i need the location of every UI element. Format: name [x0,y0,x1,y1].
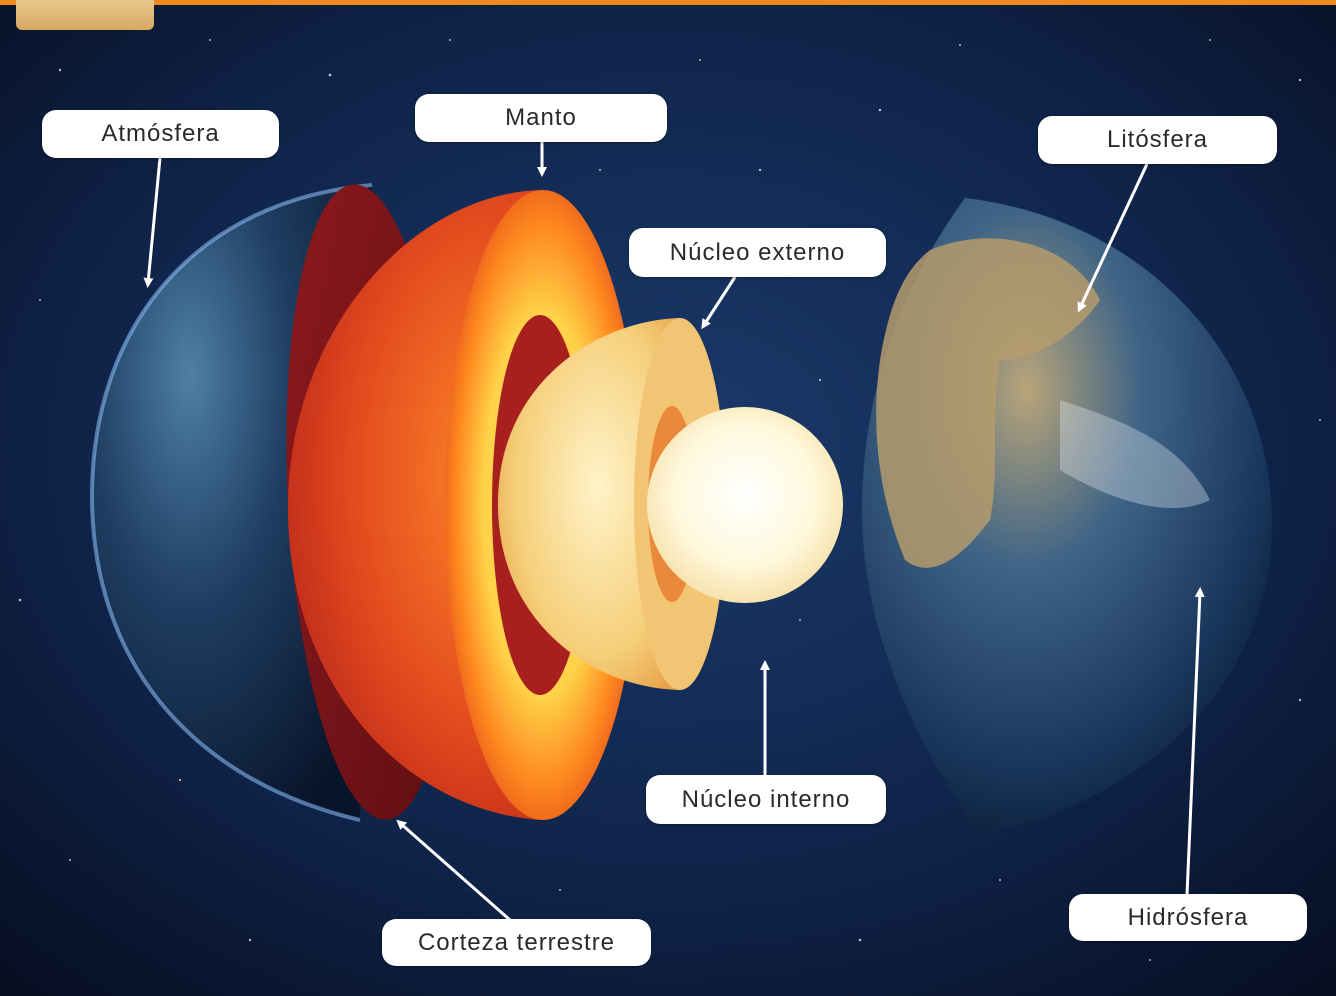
label-corteza-terrestre: Corteza terrestre [382,919,651,966]
arrow-hidrosfera [1185,587,1205,896]
right-earth-cloud-band [1060,400,1210,509]
header-tab [16,0,154,30]
label-hidrosfera: Hidrósfera [1069,894,1307,941]
stars [18,39,1321,961]
arrow-litosfera [1077,163,1149,313]
arrow-atmosfera [143,157,162,288]
inner-core-sphere [647,407,843,603]
outer-core-layer [497,318,680,690]
arrow-corteza [396,819,511,922]
arrow-nucleo-externo [701,276,737,330]
label-atmosfera: Atmósfera [42,110,279,158]
right-earth-land-mass [876,238,1100,568]
label-manto: Manto [415,94,667,142]
label-nucleo-interno: Núcleo interno [646,775,886,824]
label-litosfera: Litósfera [1038,116,1277,164]
label-nucleo-externo: Núcleo externo [629,228,886,277]
top-accent-bar [0,0,1336,5]
left-earth-atmosphere-rim [89,183,373,822]
